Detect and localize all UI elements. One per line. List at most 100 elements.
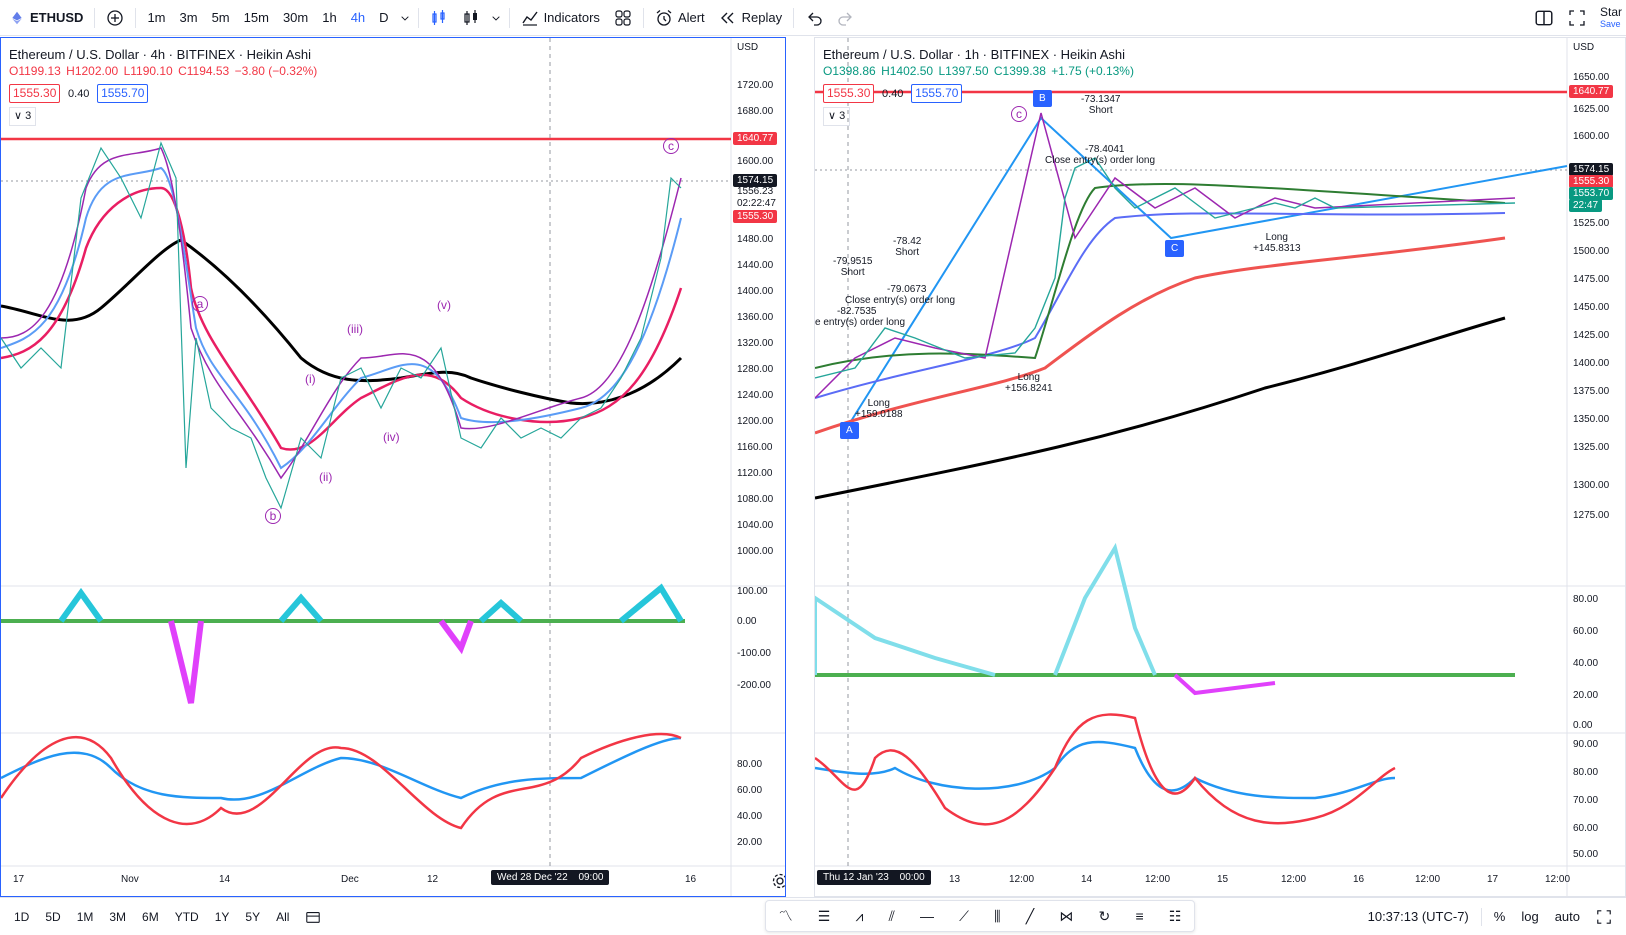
ray-icon[interactable]: ⟋ xyxy=(959,907,969,924)
right-price-scale[interactable]: USD 1650.00 1625.00 1600.00 1525.00 1500… xyxy=(1567,38,1625,586)
chevron-down-icon: ∨ xyxy=(14,110,26,122)
settings-lines-icon[interactable]: ☷ xyxy=(1168,907,1182,924)
right-chart-canvas[interactable] xyxy=(815,38,1626,896)
left-rsi-scale[interactable]: 80.00 60.00 40.00 20.00 xyxy=(731,733,785,866)
right-chart-panel[interactable]: Ethereum / U.S. Dollar · 1h · BITFINEX ·… xyxy=(814,37,1626,897)
left-chart-canvas[interactable] xyxy=(1,38,785,896)
right-time-axis[interactable]: Thu 12 Jan '23 00:00 13 12:00 14 12:00 1… xyxy=(815,866,1570,896)
annotation-value: -73.1347 xyxy=(1081,94,1121,105)
symbol-label: ETHUSD xyxy=(30,10,84,25)
left-time-axis[interactable]: 17 Nov 14 Dec 12 Wed 28 Dec '22 09:00 16 xyxy=(1,866,731,896)
tf-1m[interactable]: 1m xyxy=(147,10,166,25)
tf-1h[interactable]: 1h xyxy=(322,10,337,25)
fib-tool-icon[interactable]: ☰ xyxy=(817,907,831,924)
range-all[interactable]: All xyxy=(276,909,290,924)
range-6m[interactable]: 6M xyxy=(142,909,159,924)
time-tick: Nov xyxy=(121,874,139,885)
rsi-tick: 50.00 xyxy=(1573,849,1599,860)
range-1d[interactable]: 1D xyxy=(14,909,30,924)
divider xyxy=(135,7,137,28)
right-macd-scale[interactable]: 80.00 60.00 40.00 20.00 0.00 xyxy=(1567,586,1625,733)
macd-negative xyxy=(168,619,474,704)
annotation-text: Short xyxy=(1088,105,1113,116)
range-ytd[interactable]: YTD xyxy=(174,909,199,924)
ohlc-change: −3.80 (−0.32%) xyxy=(234,64,318,78)
bid-tag: 1555.30 xyxy=(1569,175,1614,188)
rsi-tick: 20.00 xyxy=(737,837,763,848)
indicator-toggle[interactable]: ∨ 3 xyxy=(823,107,851,126)
fib-fan-icon[interactable]: ⫽ xyxy=(888,907,895,924)
range-3m[interactable]: 3M xyxy=(109,909,127,924)
rsi-tick: 80.00 xyxy=(1573,767,1599,778)
reset-scale-button[interactable] xyxy=(1588,909,1626,925)
settings-button[interactable] xyxy=(771,872,785,890)
pattern-tool-icon[interactable]: 〽 xyxy=(778,908,793,924)
tf-5m[interactable]: 5m xyxy=(211,10,230,25)
annotation-short-3: -73.1347 Short xyxy=(1081,94,1120,116)
undo-button[interactable] xyxy=(798,0,830,36)
indicator-toggle[interactable]: ∨ 3 xyxy=(9,107,37,126)
crosshair-date: Thu 12 Jan '23 xyxy=(823,872,889,883)
range-1y[interactable]: 1Y xyxy=(214,909,230,924)
go-to-date-button[interactable] xyxy=(297,909,329,925)
range-1m[interactable]: 1M xyxy=(76,909,94,924)
left-chart-panel[interactable]: Ethereum / U.S. Dollar · 4h · BITFINEX ·… xyxy=(0,37,786,897)
annotation-short-2: -78.42 Short xyxy=(893,236,921,258)
horizontal-line-icon[interactable]: — xyxy=(919,908,934,924)
templates-button[interactable] xyxy=(607,0,639,36)
tf-3m[interactable]: 3m xyxy=(179,10,198,25)
ohlc-close: C1194.53 xyxy=(178,64,230,78)
macd-tick: 0.00 xyxy=(1573,720,1593,731)
abcd-tool-icon[interactable]: ⩘ xyxy=(855,907,864,924)
range-5d[interactable]: 5D xyxy=(45,909,61,924)
percent-toggle[interactable]: % xyxy=(1493,909,1506,924)
auto-toggle[interactable]: auto xyxy=(1554,909,1580,924)
tf-30m[interactable]: 30m xyxy=(282,10,309,25)
bid-price[interactable]: 1555.30 xyxy=(823,84,875,103)
bottom-bar: 1D 5D 1M 3M 6M YTD 1Y 5Y All 〽 ☰ ⩘ ⫽ — ⟋… xyxy=(0,897,1626,935)
clock-display[interactable]: 10:37:13 (UTC-7) xyxy=(1367,909,1469,924)
fib-retracement-icon[interactable]: ≡ xyxy=(1135,908,1144,924)
replay-button[interactable]: Replay xyxy=(712,0,789,36)
ask-price[interactable]: 1555.70 xyxy=(911,84,963,103)
ma-purple-line xyxy=(1,147,682,480)
layout-button[interactable] xyxy=(1527,0,1561,36)
ask-price[interactable]: 1555.70 xyxy=(97,84,149,103)
redo-button[interactable] xyxy=(830,0,862,36)
time-tick: 15 xyxy=(1217,874,1229,885)
wave-label-ii: (ii) xyxy=(319,470,333,484)
log-toggle[interactable]: log xyxy=(1521,909,1539,924)
right-rsi-scale[interactable]: 90.00 80.00 70.00 60.00 50.00 xyxy=(1567,733,1625,866)
indicators-button[interactable]: Indicators xyxy=(514,0,607,36)
replay-label: Replay xyxy=(741,10,783,25)
left-macd-scale[interactable]: 100.00 0.00 -100.00 -200.00 xyxy=(731,586,785,733)
symbol-search[interactable]: ETHUSD xyxy=(0,0,90,36)
time-tick: 17 xyxy=(13,874,25,885)
range-5y[interactable]: 5Y xyxy=(245,909,261,924)
price-tick: 1360.00 xyxy=(737,312,774,323)
timeframe-dropdown[interactable] xyxy=(396,0,414,36)
trendline-icon[interactable]: ╱ xyxy=(1025,907,1035,924)
alert-button[interactable]: Alert xyxy=(648,0,712,36)
tf-4h[interactable]: 4h xyxy=(350,10,366,25)
bar-style-button[interactable] xyxy=(423,0,455,36)
annotation-value: -79.0673 xyxy=(887,284,927,295)
save-button[interactable]: Star Save xyxy=(1593,0,1626,36)
xabcd-icon[interactable]: ⋈ xyxy=(1059,907,1074,924)
price-tick: 1440.00 xyxy=(737,260,774,271)
ohlc-low: L1397.50 xyxy=(938,64,989,78)
compare-button[interactable] xyxy=(99,0,131,36)
annotation-text: Close entry(s) order long xyxy=(1045,155,1156,166)
tf-d[interactable]: D xyxy=(379,10,389,25)
fullscreen-button[interactable] xyxy=(1561,0,1593,36)
divider xyxy=(94,7,96,28)
left-price-scale[interactable]: USD 1720.00 1680.00 1600.00 1480.00 1440… xyxy=(731,38,785,586)
heikin-ashi-button[interactable] xyxy=(455,0,487,36)
cycle-icon[interactable]: ↻ xyxy=(1098,907,1111,924)
price-tick: 1040.00 xyxy=(737,520,774,531)
bid-price[interactable]: 1555.30 xyxy=(9,84,61,103)
wave-label-c: c xyxy=(663,138,679,154)
chart-type-dropdown[interactable] xyxy=(487,0,505,36)
bars-pattern-icon[interactable]: ⫼ xyxy=(994,907,1001,924)
tf-15m[interactable]: 15m xyxy=(243,10,269,25)
